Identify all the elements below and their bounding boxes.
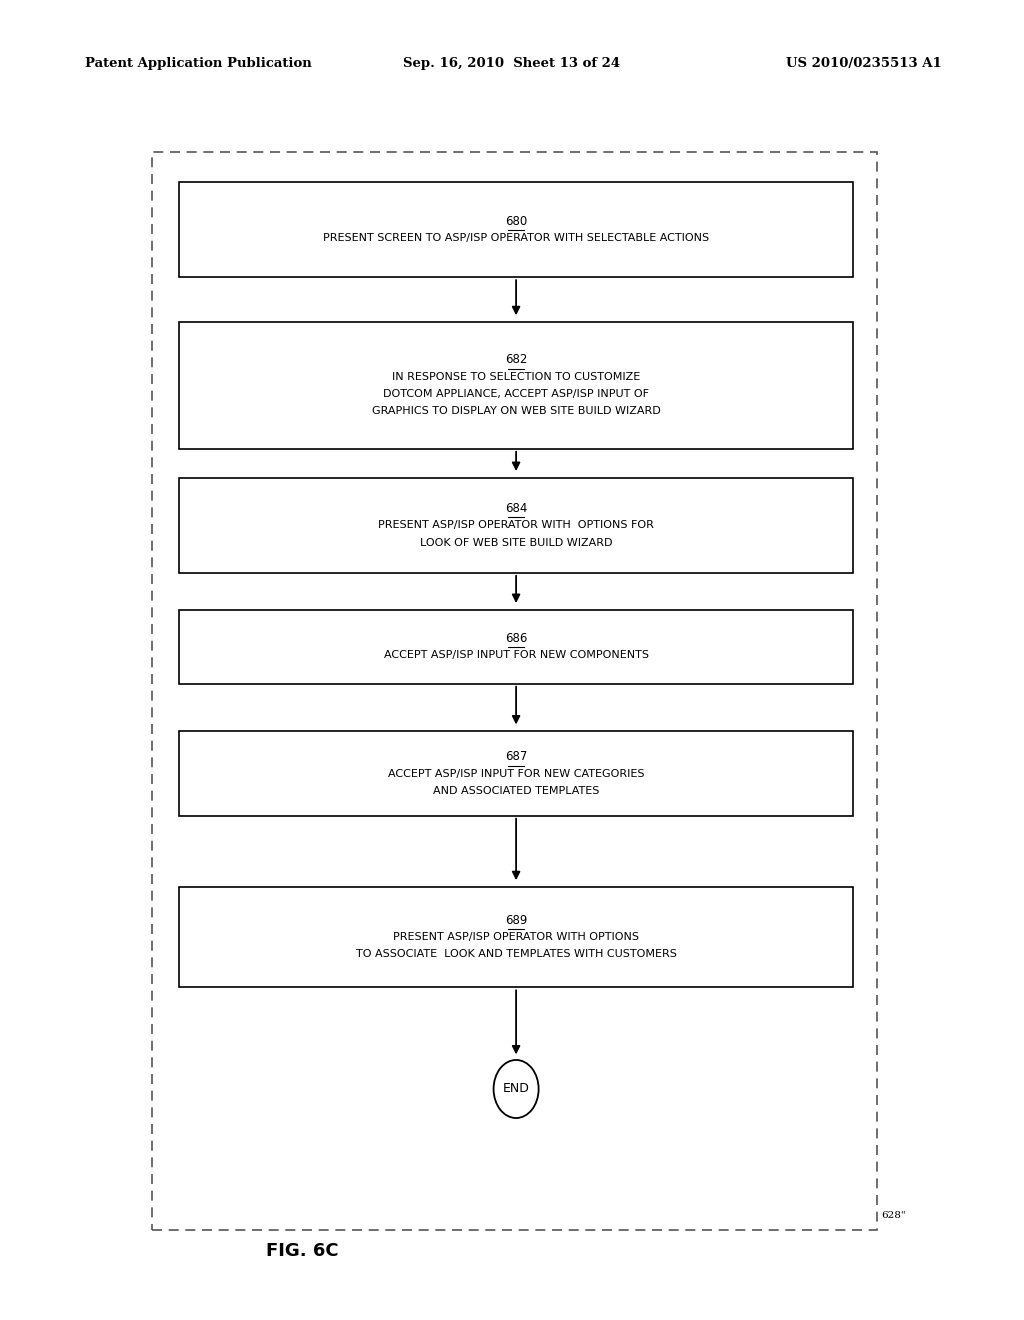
Bar	[152, 152, 877, 1230]
Text: LOOK OF WEB SITE BUILD WIZARD: LOOK OF WEB SITE BUILD WIZARD	[420, 537, 612, 548]
Text: 680: 680	[505, 215, 527, 227]
Bar	[179, 322, 853, 449]
Text: AND ASSOCIATED TEMPLATES: AND ASSOCIATED TEMPLATES	[433, 785, 599, 796]
Bar	[179, 887, 853, 987]
Text: PRESENT ASP/ISP OPERATOR WITH  OPTIONS FOR: PRESENT ASP/ISP OPERATOR WITH OPTIONS FO…	[378, 520, 654, 531]
Text: IN RESPONSE TO SELECTION TO CUSTOMIZE: IN RESPONSE TO SELECTION TO CUSTOMIZE	[392, 372, 640, 381]
Text: Patent Application Publication: Patent Application Publication	[85, 57, 311, 70]
Text: ACCEPT ASP/ISP INPUT FOR NEW COMPONENTS: ACCEPT ASP/ISP INPUT FOR NEW COMPONENTS	[384, 651, 648, 660]
Text: 684: 684	[505, 502, 527, 515]
Text: TO ASSOCIATE  LOOK AND TEMPLATES WITH CUSTOMERS: TO ASSOCIATE LOOK AND TEMPLATES WITH CUS…	[355, 949, 677, 960]
Text: 682: 682	[505, 354, 527, 366]
Bar	[179, 610, 853, 684]
Bar	[179, 731, 853, 816]
Bar	[179, 182, 853, 277]
Text: END: END	[503, 1082, 529, 1096]
Text: PRESENT ASP/ISP OPERATOR WITH OPTIONS: PRESENT ASP/ISP OPERATOR WITH OPTIONS	[393, 932, 639, 942]
Text: ACCEPT ASP/ISP INPUT FOR NEW CATEGORIES: ACCEPT ASP/ISP INPUT FOR NEW CATEGORIES	[388, 768, 644, 779]
Text: FIG. 6C: FIG. 6C	[266, 1242, 338, 1261]
Text: 687: 687	[505, 750, 527, 763]
Text: PRESENT SCREEN TO ASP/ISP OPERATOR WITH SELECTABLE ACTIONS: PRESENT SCREEN TO ASP/ISP OPERATOR WITH …	[323, 234, 710, 243]
Text: US 2010/0235513 A1: US 2010/0235513 A1	[786, 57, 942, 70]
Text: 689: 689	[505, 913, 527, 927]
Bar	[179, 478, 853, 573]
Text: DOTCOM APPLIANCE, ACCEPT ASP/ISP INPUT OF: DOTCOM APPLIANCE, ACCEPT ASP/ISP INPUT O…	[383, 389, 649, 399]
Text: Sep. 16, 2010  Sheet 13 of 24: Sep. 16, 2010 Sheet 13 of 24	[403, 57, 621, 70]
Text: GRAPHICS TO DISPLAY ON WEB SITE BUILD WIZARD: GRAPHICS TO DISPLAY ON WEB SITE BUILD WI…	[372, 407, 660, 416]
Text: 628": 628"	[882, 1210, 906, 1220]
Text: 686: 686	[505, 632, 527, 644]
